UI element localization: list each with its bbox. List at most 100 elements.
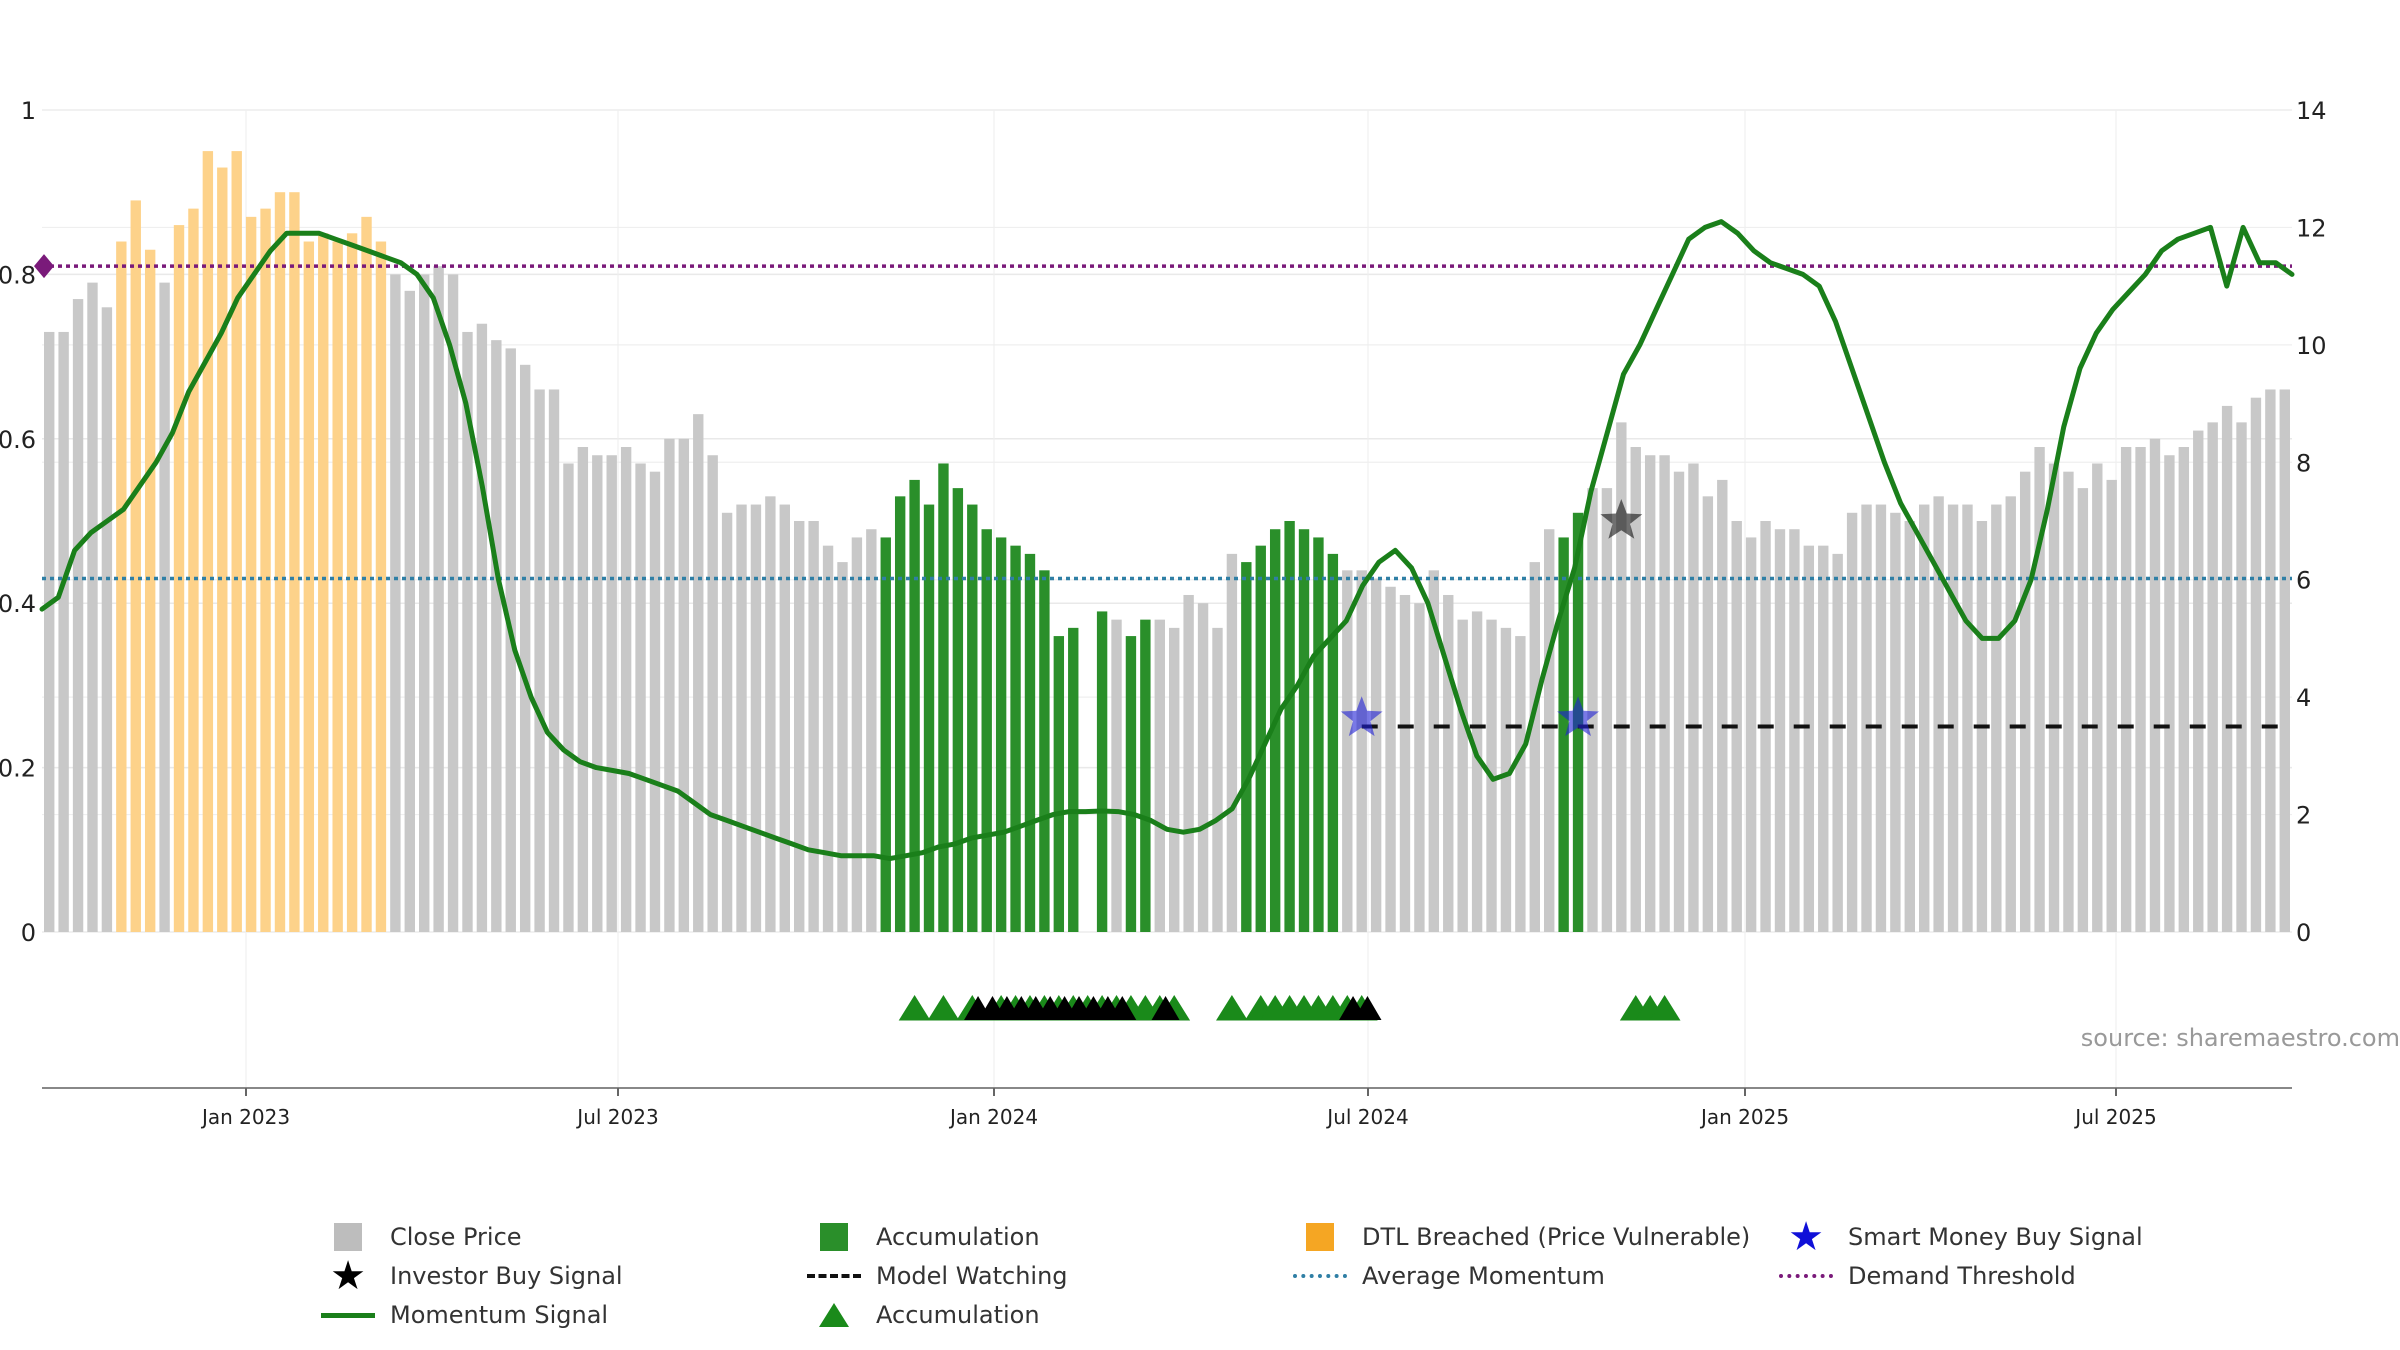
bar-acc (952, 488, 964, 932)
bar-acc (1096, 611, 1108, 932)
bar-close (1111, 619, 1122, 932)
bar-acc (880, 537, 891, 932)
bar-close (1630, 447, 1641, 932)
markers (898, 499, 1681, 1021)
bar-dtl (274, 192, 286, 932)
y-right-tick-label: 0 (2296, 919, 2311, 947)
bar-close (159, 282, 170, 932)
bar-dtl (332, 241, 343, 932)
y-right-tick-label: 10 (2296, 332, 2327, 360)
y-right-tick-label: 12 (2296, 214, 2327, 242)
accumulation-triangle (927, 995, 960, 1021)
bar-acc (923, 504, 935, 932)
bar-close (419, 274, 430, 932)
x-tick-label: Jan 2025 (1699, 1105, 1789, 1129)
bar-close (1183, 594, 1194, 932)
bar-close (1169, 627, 1180, 932)
y-right-tick-label: 2 (2296, 802, 2311, 830)
bar-acc (1558, 537, 1569, 932)
bar-close (1673, 471, 1685, 932)
bar-dtl (231, 151, 242, 933)
bar-close (1515, 636, 1526, 932)
bar-close (563, 463, 574, 932)
bar-close (1933, 496, 1944, 932)
bar-close (577, 447, 589, 932)
bar-close (1644, 455, 1656, 932)
bar-close (1919, 504, 1930, 932)
bar-close (1774, 529, 1786, 932)
bar-close (1717, 479, 1728, 932)
y-right-tick-label: 8 (2296, 449, 2311, 477)
bar-dtl (188, 208, 199, 932)
bar-dtl (144, 249, 156, 933)
bar-close (1414, 603, 1425, 932)
bar-close (620, 447, 632, 932)
bar-close (2164, 455, 2175, 932)
x-tick-label: Jan 2024 (948, 1105, 1038, 1129)
signal-triangle (1108, 996, 1137, 1020)
bar-acc (1298, 529, 1310, 932)
bar-close (851, 537, 863, 932)
signal-triangle (1353, 996, 1382, 1020)
bar-dtl (130, 200, 141, 933)
bar-close (635, 463, 646, 932)
bar-close (2207, 422, 2218, 932)
bar-close (765, 496, 776, 932)
bar-close (1154, 619, 1165, 932)
bar-close (2236, 422, 2247, 932)
bar-acc (995, 537, 1007, 932)
bar-dtl (217, 167, 228, 933)
smart-money-star (1557, 696, 1599, 737)
bar-acc (1313, 537, 1324, 932)
bar-close (707, 455, 718, 932)
accumulation-triangle (1648, 995, 1681, 1021)
bars (44, 151, 2290, 933)
bar-close (1846, 512, 1858, 932)
bar-close (2279, 389, 2290, 933)
bar-close (1457, 619, 1468, 932)
bar-close (476, 323, 488, 933)
y-left-tick-label: 0.2 (0, 755, 36, 783)
bar-close (1428, 570, 1440, 932)
bar-acc (1255, 545, 1266, 932)
bar-dtl (361, 216, 372, 933)
bar-acc (1241, 562, 1252, 932)
bar-close (822, 545, 834, 932)
bar-close (1544, 529, 1555, 932)
bar-close (794, 521, 805, 932)
bar-dtl (346, 233, 358, 933)
bar-close (2135, 447, 2146, 932)
bar-acc (1327, 553, 1339, 932)
bar-close (1197, 603, 1209, 932)
bar-close (404, 290, 415, 933)
bar-close (779, 504, 790, 932)
bar-close (447, 274, 459, 932)
bar-close (1601, 488, 1613, 932)
bar-close (2221, 405, 2233, 932)
x-tick-label: Jul 2025 (2073, 1105, 2156, 1129)
bar-close (2120, 447, 2132, 932)
signal-triangle (1151, 996, 1180, 1020)
bar-close (736, 504, 747, 932)
bar-close (1803, 545, 1815, 932)
bar-acc (1024, 553, 1036, 932)
bar-close (87, 282, 98, 932)
bar-close (1688, 463, 1699, 932)
bar-close (750, 504, 762, 932)
bar-close (1947, 504, 1959, 932)
momentum-line (39, 219, 2295, 862)
bar-acc (1284, 521, 1295, 932)
y-left-tick-label: 0 (21, 919, 36, 947)
bar-close (548, 389, 560, 933)
smart-money-star (1340, 696, 1383, 737)
bar-close (592, 455, 603, 932)
bar-close (664, 438, 675, 932)
bar-dtl (202, 151, 214, 933)
bar-close (837, 562, 848, 932)
bar-close (866, 529, 877, 932)
bar-dtl (318, 233, 329, 933)
grid (42, 109, 2292, 1088)
bar-dtl (303, 241, 315, 932)
